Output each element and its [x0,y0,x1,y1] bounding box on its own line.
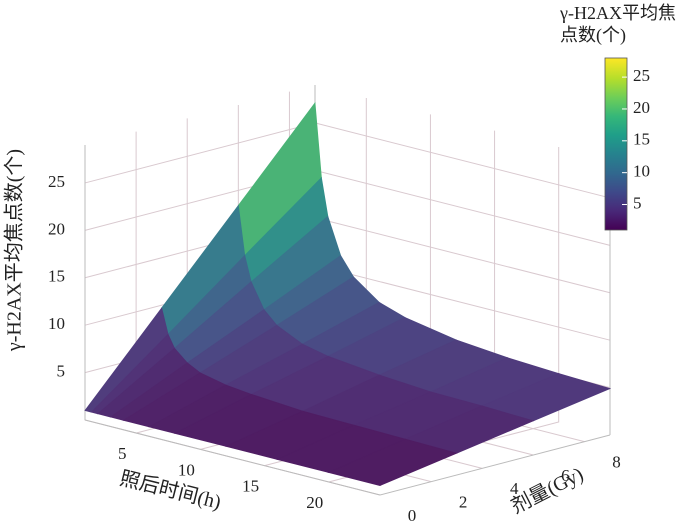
colorbar-tick-label: 10 [633,162,650,181]
grid-line [84,169,611,246]
y-axis-title: 剂量(Gy) [507,462,587,518]
surface-patch [327,438,458,486]
z-tick-label: 10 [48,314,65,333]
z-tick-label: 5 [57,361,66,380]
axis-edge [84,419,381,496]
y-tick-label: 0 [408,506,417,525]
colorbar-title: γ-H2AX平均焦点数(个) [560,3,676,45]
colorbar-tick-label: 25 [633,66,650,85]
z-tick-label: 15 [48,267,65,286]
y-tick-label: 2 [459,493,468,512]
x-tick-label: 15 [242,477,259,496]
x-tick-label: 20 [306,493,323,512]
y-tick-label: 8 [612,453,621,472]
z-tick-label: 20 [48,219,65,238]
grid-line [84,122,611,199]
colorbar-tick-label: 5 [633,193,642,212]
x-axis-title: 照后时间(h) [118,466,224,513]
axis-edge [379,434,611,496]
z-axis-title: γ-H2AX平均焦点数(个) [3,149,26,352]
colorbar [604,57,628,231]
y-tick-label: 6 [561,466,570,485]
x-tick-label: 10 [178,460,195,479]
colorbar-tick-label: 15 [633,130,650,149]
x-tick-label: 5 [118,444,127,463]
y-tick-label: 4 [510,479,519,498]
colorbar-tick-label: 20 [633,98,650,117]
z-tick-label: 25 [48,172,65,191]
